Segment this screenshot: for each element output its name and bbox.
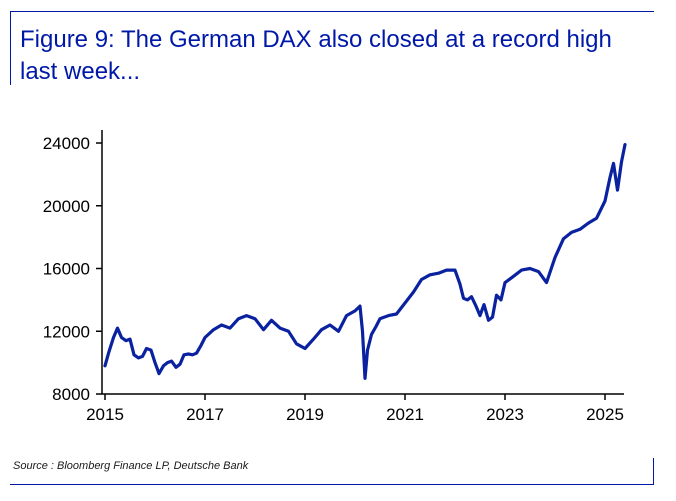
frame-left-rule bbox=[10, 11, 11, 85]
y-tick-label: 12000 bbox=[43, 322, 90, 341]
x-axis: 2015 2017 2019 2021 2023 2025 bbox=[86, 393, 624, 424]
y-tick-label: 16000 bbox=[43, 260, 90, 279]
x-tick-label: 2021 bbox=[386, 405, 424, 424]
frame-right-rule bbox=[653, 458, 654, 485]
x-tick-label: 2017 bbox=[186, 405, 224, 424]
dax-series-line bbox=[103, 143, 627, 380]
frame-top-rule bbox=[10, 11, 654, 12]
x-ticks: 2015 2017 2019 2021 2023 2025 bbox=[86, 394, 624, 424]
x-tick-label: 2015 bbox=[86, 405, 124, 424]
x-tick-label: 2025 bbox=[586, 405, 624, 424]
frame-bottom-rule bbox=[10, 484, 654, 485]
y-ticks: 8000 12000 16000 20000 24000 bbox=[43, 134, 102, 404]
y-axis: 8000 12000 16000 20000 24000 bbox=[43, 130, 103, 404]
source-note: Source : Bloomberg Finance LP, Deutsche … bbox=[13, 460, 249, 472]
y-tick-label: 20000 bbox=[43, 197, 90, 216]
chart-title: Figure 9: The German DAX also closed at … bbox=[20, 26, 612, 85]
x-tick-label: 2019 bbox=[286, 405, 324, 424]
y-tick-label: 24000 bbox=[43, 134, 90, 153]
y-tick-label: 8000 bbox=[52, 385, 90, 404]
x-tick-label: 2023 bbox=[486, 405, 524, 424]
dax-line-chart: 8000 12000 16000 20000 24000 2015 2017 2019 202… bbox=[43, 130, 627, 424]
